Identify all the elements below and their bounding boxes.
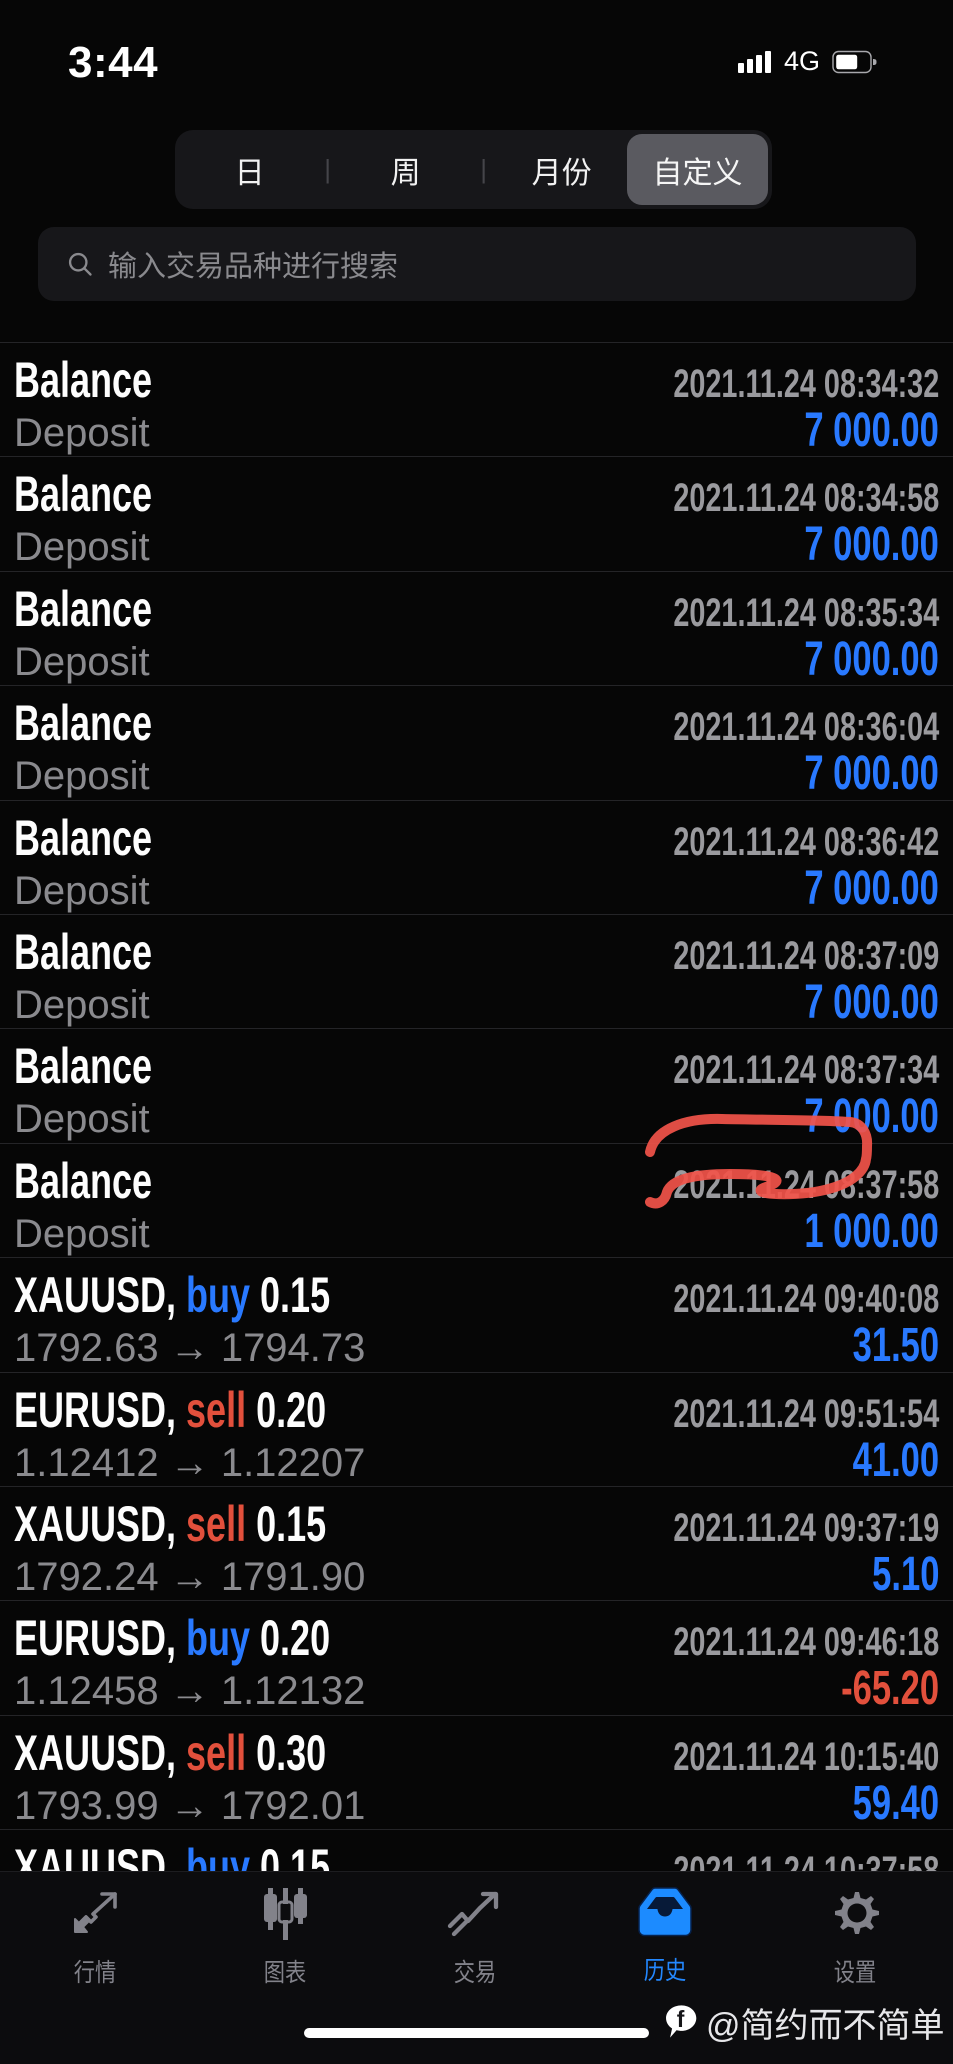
svg-text:f: f [677,2006,685,2032]
